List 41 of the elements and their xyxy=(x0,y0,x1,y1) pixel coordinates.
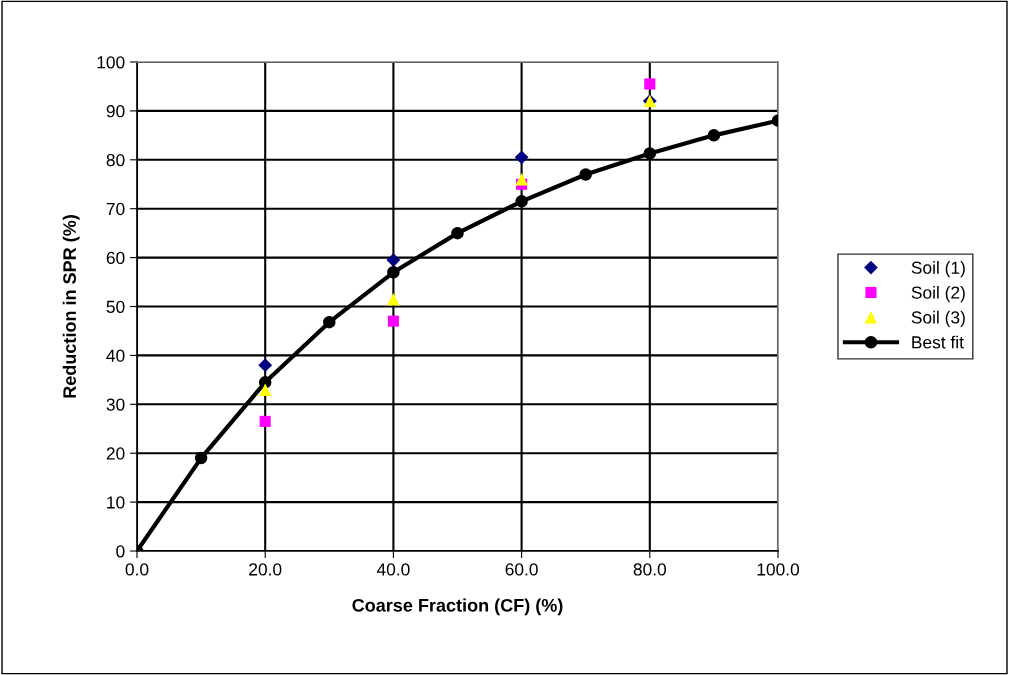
point xyxy=(451,226,464,240)
y-axis-title: Reduction in SPR (%) xyxy=(62,215,80,398)
y-tick-label: 50 xyxy=(106,300,125,313)
x-axis-title: Coarse Fraction (CF) (%) xyxy=(352,598,563,616)
point xyxy=(644,78,656,90)
legend-label: Best fit xyxy=(912,335,964,349)
point xyxy=(258,358,273,373)
point xyxy=(707,129,721,142)
point xyxy=(515,173,528,186)
point xyxy=(514,150,529,165)
point xyxy=(386,253,401,267)
y-tick-label: 60 xyxy=(106,251,125,265)
point xyxy=(323,315,336,329)
y-tick-label: 40 xyxy=(106,349,125,362)
legend-label: Soil (1) xyxy=(911,261,965,278)
point xyxy=(387,266,400,279)
point xyxy=(194,451,208,465)
x-tick-label: 100.0 xyxy=(757,563,800,576)
y-tick-label: 90 xyxy=(106,105,125,118)
y-tick-label: 80 xyxy=(106,153,125,167)
x-tick-label: 40.0 xyxy=(376,563,410,576)
legend-label: Soil (2) xyxy=(911,285,965,303)
legend-label: Soil (3) xyxy=(911,310,965,328)
point xyxy=(259,415,271,427)
x-tick-label: 80.0 xyxy=(633,563,667,576)
point xyxy=(579,168,592,181)
y-tick-label: 20 xyxy=(106,447,125,460)
y-tick-label: 70 xyxy=(106,202,125,216)
point xyxy=(258,383,272,396)
y-tick-label: 30 xyxy=(106,398,125,411)
x-tick-label: 20.0 xyxy=(249,563,282,576)
point xyxy=(387,292,400,306)
point xyxy=(387,315,399,327)
y-tick-label: 100 xyxy=(97,56,125,69)
x-tick-label: 0.0 xyxy=(125,563,149,576)
point xyxy=(258,376,272,389)
point xyxy=(643,147,657,160)
point xyxy=(515,195,528,208)
y-tick-label: 10 xyxy=(107,496,125,509)
y-tick-label: 0 xyxy=(116,545,125,558)
x-tick-label: 60.0 xyxy=(505,563,538,576)
